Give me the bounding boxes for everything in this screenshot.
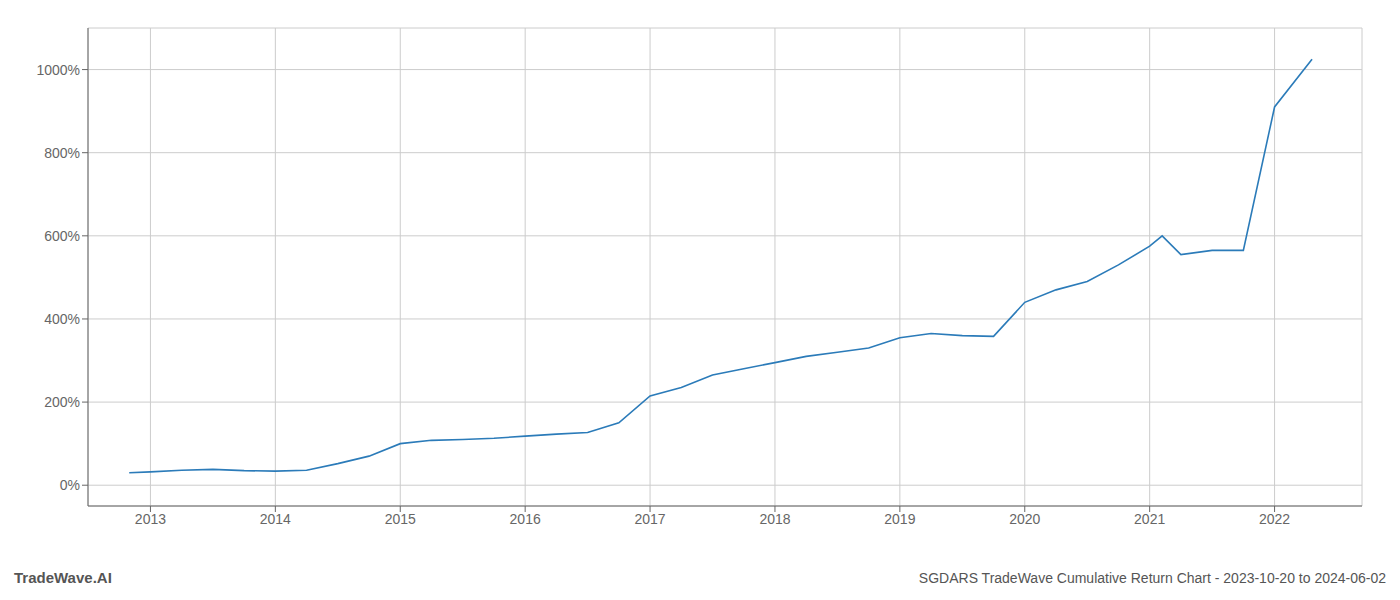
svg-text:400%: 400% [44,311,80,327]
svg-text:2020: 2020 [1009,511,1040,527]
svg-text:2014: 2014 [260,511,291,527]
svg-text:0%: 0% [60,477,80,493]
svg-text:2015: 2015 [385,511,416,527]
svg-text:2018: 2018 [759,511,790,527]
html-text:SGDARS TradeWave Cumulative Re: SGDARS TradeWave Cumulative Return Chart… [918,570,1386,586]
svg-text:2021: 2021 [1134,511,1165,527]
svg-text:2022: 2022 [1259,511,1290,527]
svg-text:2013: 2013 [135,511,166,527]
svg-text:600%: 600% [44,228,80,244]
svg-text:1000%: 1000% [36,62,80,78]
svg-text:2017: 2017 [634,511,665,527]
svg-text:2016: 2016 [510,511,541,527]
svg-text:800%: 800% [44,145,80,161]
svg-text:2019: 2019 [884,511,915,527]
html-text:TradeWave.AI: TradeWave.AI [14,569,112,586]
svg-text:200%: 200% [44,394,80,410]
